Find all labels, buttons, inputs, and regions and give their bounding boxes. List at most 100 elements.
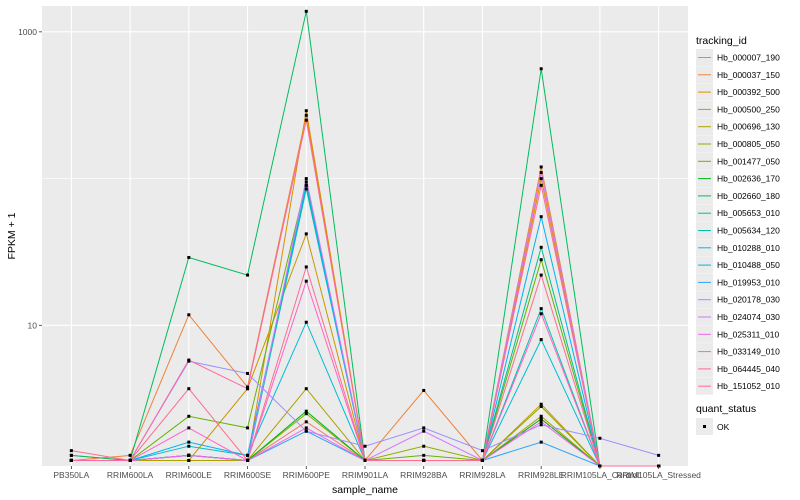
x-tick-label: RRIM600LA xyxy=(107,470,154,480)
data-point xyxy=(539,177,543,181)
data-point xyxy=(304,409,308,413)
legend-label: Hb_000696_130 xyxy=(717,122,780,132)
data-point xyxy=(539,312,543,316)
data-point xyxy=(246,426,250,430)
data-point xyxy=(304,177,308,181)
data-point xyxy=(422,458,426,462)
data-point xyxy=(304,412,308,416)
data-points xyxy=(69,9,661,468)
data-point xyxy=(539,67,543,71)
data-point xyxy=(187,358,191,362)
data-point xyxy=(246,458,250,462)
legend-label: Hb_002660_180 xyxy=(717,191,780,201)
legend-label: Hb_000805_050 xyxy=(717,139,780,149)
data-point xyxy=(187,414,191,418)
data-point xyxy=(422,453,426,457)
data-point xyxy=(187,444,191,448)
legend-label: Hb_000500_250 xyxy=(717,104,780,114)
data-point xyxy=(539,414,543,418)
x-tick-label: RRIM928LE xyxy=(518,470,565,480)
data-point xyxy=(539,417,543,421)
data-point xyxy=(246,453,250,457)
legend-label: Hb_001477_050 xyxy=(717,156,780,166)
legend-label: Hb_019953_010 xyxy=(717,277,780,287)
data-point xyxy=(187,458,191,462)
data-point xyxy=(246,371,250,375)
data-point xyxy=(128,458,132,462)
data-point xyxy=(539,171,543,175)
data-point xyxy=(422,426,426,430)
data-point xyxy=(539,420,543,424)
data-point xyxy=(304,9,308,13)
data-point xyxy=(69,453,73,457)
shape-legend-title: quant_status xyxy=(696,403,756,415)
data-point xyxy=(69,449,73,453)
data-point xyxy=(304,320,308,324)
legend-label: Hb_024074_030 xyxy=(717,312,780,322)
x-tick-label: RRIM928LA xyxy=(459,470,506,480)
data-point xyxy=(187,453,191,457)
data-point xyxy=(539,258,543,262)
legend-items: Hb_000007_190 Hb_000037_150 Hb_000392_500 H… xyxy=(696,49,780,395)
data-point xyxy=(539,440,543,444)
legend-label: Hb_005653_010 xyxy=(717,208,780,218)
data-point xyxy=(304,426,308,430)
data-point xyxy=(304,109,308,113)
data-point xyxy=(422,388,426,392)
x-tick-label: RRIM105LA_Stressed xyxy=(616,470,701,480)
data-point xyxy=(246,387,250,391)
data-point xyxy=(539,215,543,219)
x-axis-title: sample_name xyxy=(332,484,398,496)
data-point xyxy=(422,444,426,448)
y-axis-title: FPKM + 1 xyxy=(6,212,18,259)
legend-label: Hb_033149_010 xyxy=(717,347,780,357)
data-point xyxy=(304,118,308,122)
data-point xyxy=(304,429,308,433)
data-point xyxy=(363,458,367,462)
data-point xyxy=(304,279,308,283)
legend-label: Hb_005634_120 xyxy=(717,226,780,236)
data-point xyxy=(187,255,191,259)
legend-label: Hb_000392_500 xyxy=(717,87,780,97)
legend-label: Hb_064445_040 xyxy=(717,364,780,374)
data-point xyxy=(480,449,484,453)
legend-label: Hb_010288_010 xyxy=(717,243,780,253)
y-tick-label: 1000 xyxy=(18,27,37,37)
shape-legend-marker xyxy=(703,425,706,428)
x-tick-label: RRIM600LE xyxy=(166,470,213,480)
data-point xyxy=(69,458,73,462)
data-point xyxy=(128,453,132,457)
y-tick-label: 10 xyxy=(28,320,38,330)
data-point xyxy=(539,245,543,249)
legend-title: tracking_id xyxy=(696,35,747,47)
data-point xyxy=(187,440,191,444)
data-point xyxy=(187,426,191,430)
data-point xyxy=(539,307,543,311)
data-point xyxy=(539,183,543,187)
data-point xyxy=(304,180,308,184)
x-tick-label: RRIM600PE xyxy=(283,470,331,480)
x-tick-label: RRIM600SE xyxy=(224,470,272,480)
data-point xyxy=(539,423,543,427)
x-axis-ticks: PB350LA RRIM600LA RRIM600LE RRIM600SE RRIM60… xyxy=(53,466,701,480)
data-point xyxy=(657,453,661,457)
data-point xyxy=(187,387,191,391)
legend: tracking_id Hb_000007_190Hb_000037_150Hb… xyxy=(696,35,780,435)
data-point xyxy=(363,444,367,448)
data-point xyxy=(304,113,308,117)
data-point xyxy=(422,429,426,433)
data-point xyxy=(598,436,602,440)
data-point xyxy=(187,313,191,317)
legend-label: Hb_002636_170 xyxy=(717,174,780,184)
data-point xyxy=(539,338,543,342)
legend-label: Hb_000037_150 xyxy=(717,70,780,80)
data-point xyxy=(304,183,308,187)
data-point xyxy=(246,385,250,389)
data-point xyxy=(480,458,484,462)
data-point xyxy=(304,232,308,236)
data-point xyxy=(539,273,543,277)
legend-label: Hb_025311_010 xyxy=(717,329,780,339)
x-tick-label: RRIM105LA_Control xyxy=(561,470,640,480)
data-point xyxy=(539,402,543,406)
data-point xyxy=(539,165,543,169)
